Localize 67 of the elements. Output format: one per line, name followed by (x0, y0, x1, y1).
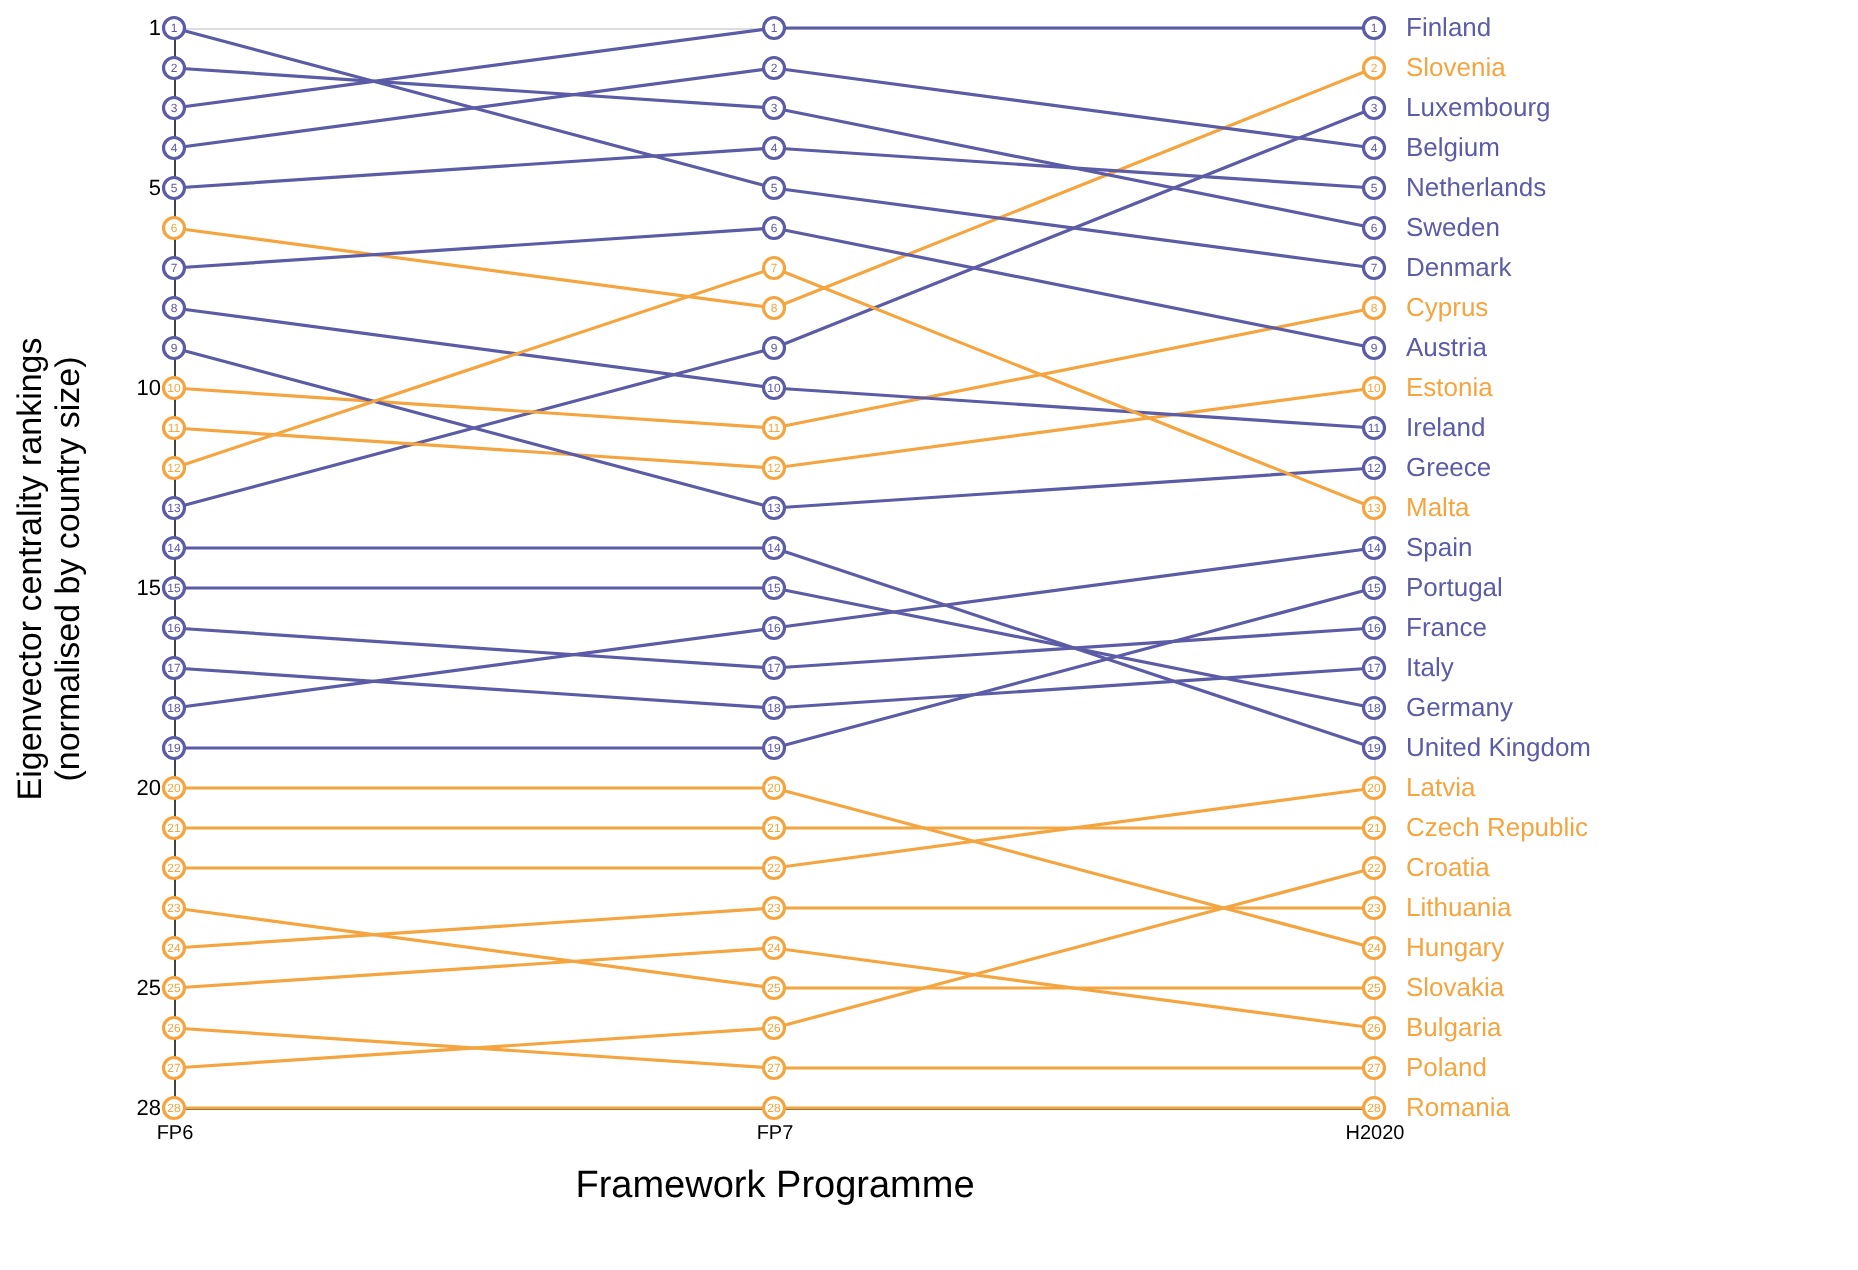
series-label: Sweden (1406, 212, 1500, 242)
point (1361, 335, 1387, 361)
series-label: Croatia (1406, 852, 1492, 882)
y-tick-label: 20 (136, 777, 161, 801)
point (761, 15, 787, 41)
series-label: Belgium (1406, 132, 1500, 162)
series-label: Romania (1406, 1092, 1512, 1122)
point (1361, 215, 1387, 241)
series-label: United Kingdom (1406, 732, 1591, 762)
series-label: Slovakia (1406, 972, 1506, 1002)
series-label: Luxembourg (1406, 92, 1551, 122)
y-tick-label: 15 (136, 577, 161, 601)
y-tick-label: 5 (148, 177, 161, 201)
series-label: Poland (1406, 1052, 1487, 1082)
point (161, 15, 187, 41)
series-label: Lithuania (1406, 892, 1514, 922)
point (1361, 15, 1387, 41)
point (161, 255, 187, 281)
point (161, 135, 187, 161)
point (161, 95, 187, 121)
point (161, 295, 187, 321)
point (161, 335, 187, 361)
point (761, 135, 787, 161)
series-label: Hungary (1406, 932, 1506, 962)
point (761, 335, 787, 361)
series-label: Greece (1406, 452, 1492, 482)
y-tick-label: 10 (136, 377, 161, 401)
point (761, 175, 787, 201)
series-label: Bulgaria (1406, 1012, 1503, 1042)
series-label: Spain (1406, 532, 1473, 562)
x-tick-label: H2020 (1345, 1123, 1406, 1145)
x-tick-label: FP6 (156, 1123, 195, 1145)
point (761, 215, 787, 241)
series-label: Denmark (1406, 252, 1513, 282)
series-label: Ireland (1406, 412, 1486, 442)
series-label: Finland (1406, 12, 1492, 42)
x-axis-title: Framework Programme (575, 1165, 975, 1207)
series-label: Italy (1406, 652, 1455, 682)
x-tick-label: FP7 (756, 1123, 795, 1145)
point (761, 95, 787, 121)
series-label: Slovenia (1406, 52, 1508, 82)
y-tick-label: 1 (148, 17, 161, 41)
y-axis-title: Eigenvector centrality rankings (normalised by country size) (10, 337, 87, 801)
series-label: Germany (1406, 692, 1514, 722)
point (161, 55, 187, 81)
point (1361, 95, 1387, 121)
point (1361, 135, 1387, 161)
series-label: France (1406, 612, 1487, 642)
series-label: Netherlands (1406, 172, 1548, 202)
point (761, 255, 787, 281)
series-label: Latvia (1406, 772, 1477, 802)
point (761, 55, 787, 81)
series-label: Portugal (1406, 572, 1504, 602)
y-tick-label: 28 (136, 1097, 161, 1121)
series-label: Austria (1406, 332, 1489, 362)
point (1361, 175, 1387, 201)
series-label: Cyprus (1406, 292, 1490, 322)
point (161, 215, 187, 241)
point (161, 175, 187, 201)
point (1361, 55, 1387, 81)
point (1361, 255, 1387, 281)
series-label: Czech Republic (1406, 812, 1590, 842)
point (1361, 295, 1387, 321)
point (761, 295, 787, 321)
series-label: Malta (1406, 492, 1472, 522)
y-tick-label: 25 (136, 977, 161, 1001)
series-label: Estonia (1406, 372, 1495, 402)
